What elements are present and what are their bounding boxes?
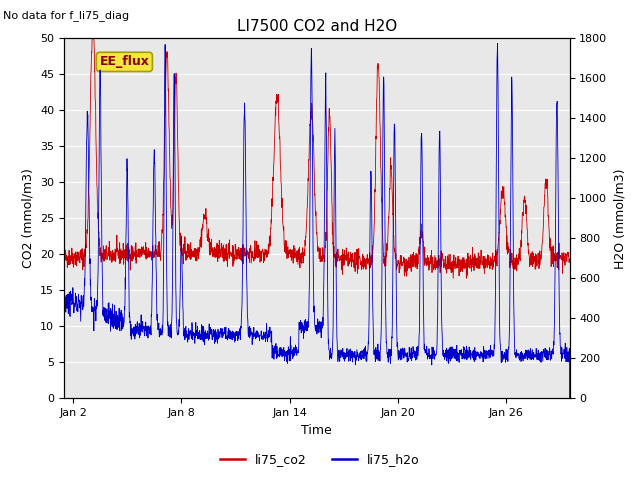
- X-axis label: Time: Time: [301, 424, 332, 437]
- Title: LI7500 CO2 and H2O: LI7500 CO2 and H2O: [237, 20, 397, 35]
- Text: No data for f_li75_diag: No data for f_li75_diag: [3, 11, 129, 22]
- Legend: li75_co2, li75_h2o: li75_co2, li75_h2o: [215, 448, 425, 471]
- Y-axis label: H2O (mmol/m3): H2O (mmol/m3): [613, 168, 626, 269]
- Text: EE_flux: EE_flux: [99, 55, 149, 68]
- Y-axis label: CO2 (mmol/m3): CO2 (mmol/m3): [22, 168, 35, 268]
